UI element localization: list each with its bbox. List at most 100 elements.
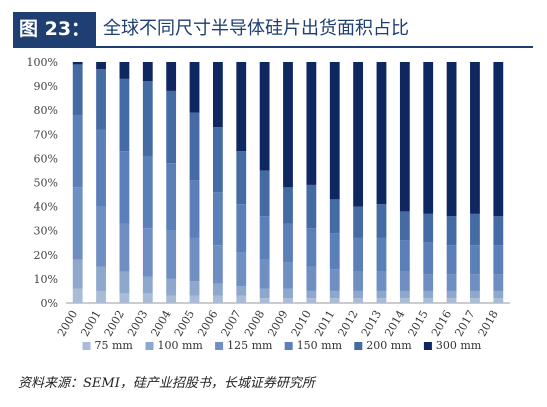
bar-segment <box>353 237 364 272</box>
y-tick-label: 70% <box>34 128 58 141</box>
title-underline <box>13 46 533 48</box>
bar-segment <box>376 62 387 205</box>
bar-segment <box>119 271 130 294</box>
bar-segment <box>306 228 317 267</box>
bar-segment <box>353 206 364 238</box>
x-tick-label: 2016 <box>429 308 454 339</box>
bar-segment <box>470 62 480 214</box>
bar-segment <box>493 274 504 291</box>
stacked-bar-chart: 0%10%20%30%40%50%60%70%80%90%100%2000200… <box>27 56 510 352</box>
bar-segment <box>119 78 130 152</box>
bar-segment <box>166 278 177 296</box>
bar-segment <box>446 245 457 275</box>
bar-segment <box>306 266 317 291</box>
legend-swatch <box>354 342 363 350</box>
bar-segment <box>493 216 504 246</box>
bar-segment <box>376 271 387 291</box>
bar-segment <box>306 62 317 185</box>
legend-label: 150 mm <box>297 339 343 352</box>
bar-segment <box>236 286 247 296</box>
bar-segment <box>259 298 270 303</box>
bar-segment <box>72 288 83 303</box>
figure-title: 全球不同尺寸半导体硅片出货面积占比 <box>103 18 409 39</box>
bar-segment <box>189 62 200 113</box>
bar-segment <box>212 127 223 193</box>
bar-segment <box>399 211 410 241</box>
bar-segment <box>119 62 130 79</box>
bar-segment <box>470 274 480 291</box>
bar-segment <box>353 298 364 303</box>
legend-swatch <box>284 342 293 350</box>
bar-segment <box>142 62 153 82</box>
legend-label: 300 mm <box>436 339 482 352</box>
bar-segment <box>353 271 364 291</box>
bar-segment <box>119 293 130 303</box>
bar-segment <box>423 213 434 243</box>
bar-segment <box>423 298 434 303</box>
bar-segment <box>166 90 177 164</box>
bar-segment <box>283 62 293 188</box>
bar-segment <box>376 298 387 303</box>
legend-label: 75 mm <box>95 339 134 352</box>
bar-segment <box>446 274 457 291</box>
bar-segment <box>470 213 480 246</box>
bar-segment <box>259 170 270 217</box>
bar-segment <box>72 62 83 65</box>
bar-segment <box>166 230 177 279</box>
x-tick-label: 2003 <box>125 308 150 339</box>
bar-segment <box>96 62 106 70</box>
bar-segment <box>189 180 200 238</box>
x-tick-label: 2008 <box>242 308 267 339</box>
bar-segment <box>329 298 340 303</box>
bar-segment <box>236 204 247 253</box>
x-tick-label: 2015 <box>406 308 431 339</box>
bar-segment <box>189 112 200 181</box>
bar-segment <box>306 184 317 229</box>
bar-segment <box>423 62 434 214</box>
bar-segment <box>376 290 387 299</box>
bar-segment <box>259 259 270 289</box>
y-tick-label: 10% <box>34 273 58 286</box>
x-tick-label: 2013 <box>359 308 384 339</box>
bar-segment <box>493 290 504 299</box>
legend-swatch <box>82 342 91 350</box>
bar-segment <box>142 155 153 229</box>
bar-segment <box>72 187 83 260</box>
x-tick-label: 2002 <box>102 308 127 339</box>
bar-segment <box>166 295 177 303</box>
x-tick-label: 2001 <box>78 308 103 339</box>
source-note: 资料来源：SEMI，硅产业招股书，长城证券研究所 <box>18 376 315 391</box>
y-tick-label: 50% <box>34 177 58 190</box>
bar-segment <box>212 245 223 284</box>
x-tick-label: 2011 <box>312 308 337 339</box>
bar-segment <box>96 69 106 130</box>
bar-segment <box>446 290 457 299</box>
bar-segment <box>329 269 340 291</box>
bar-segment <box>166 62 177 91</box>
bar-segment <box>72 259 83 289</box>
bar-segment <box>189 295 200 303</box>
bar-segment <box>283 288 293 299</box>
bar-segment <box>72 64 83 116</box>
legend-swatch <box>215 342 224 350</box>
bar-segment <box>399 271 410 291</box>
legend-swatch <box>145 342 154 350</box>
bar-segment <box>72 115 83 188</box>
bar-segment <box>329 233 340 270</box>
bar-segment <box>329 290 340 299</box>
x-tick-label: 2012 <box>335 308 360 339</box>
legend-swatch <box>423 342 432 350</box>
bar-segment <box>212 283 223 296</box>
bar-segment <box>423 290 434 299</box>
bar-segment <box>470 290 480 299</box>
bar-segment <box>236 62 247 152</box>
bar-segment <box>283 298 293 303</box>
bar-segment <box>96 206 106 267</box>
bar-segment <box>259 62 270 171</box>
bar-segment <box>399 240 410 272</box>
bar-segment <box>423 274 434 291</box>
figure-title-bar: 图 23： 全球不同尺寸半导体硅片出货面积占比 <box>13 12 533 48</box>
figure-number: 图 23： <box>13 12 96 46</box>
legend-label: 100 mm <box>158 339 204 352</box>
bar-segment <box>493 245 504 275</box>
